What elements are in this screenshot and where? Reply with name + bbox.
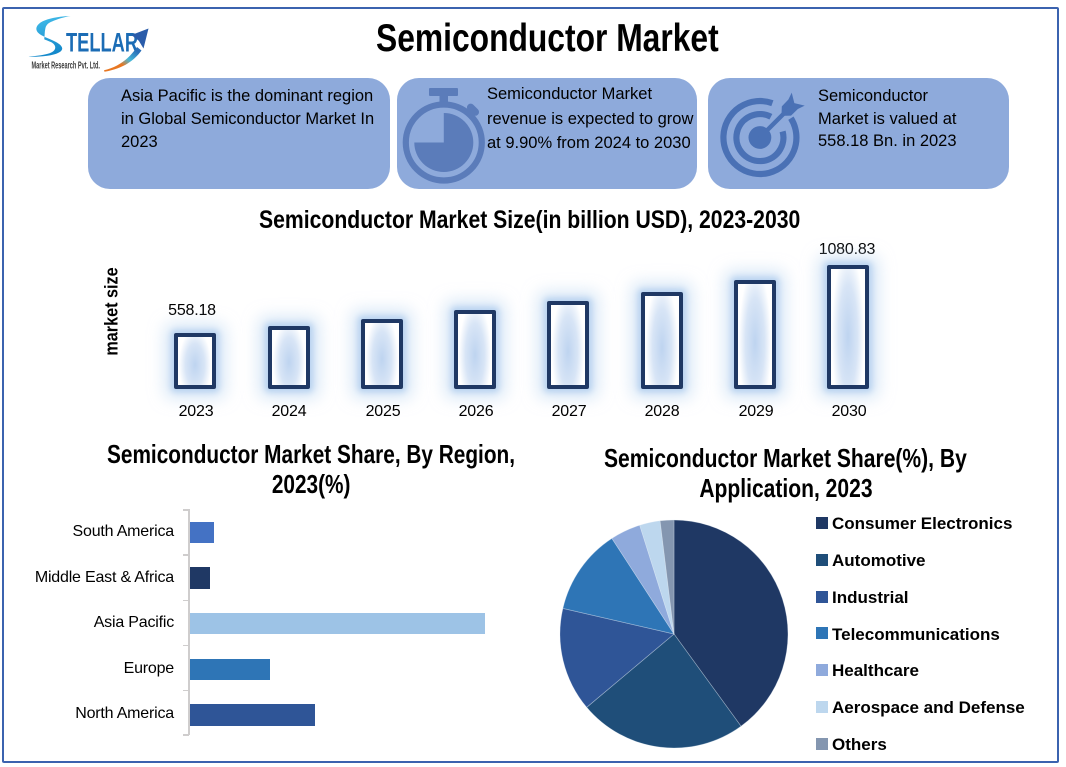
svg-text:Market Research Pvt. Ltd.: Market Research Pvt. Ltd. bbox=[32, 60, 101, 72]
svg-text:TELLAR: TELLAR bbox=[66, 28, 138, 58]
